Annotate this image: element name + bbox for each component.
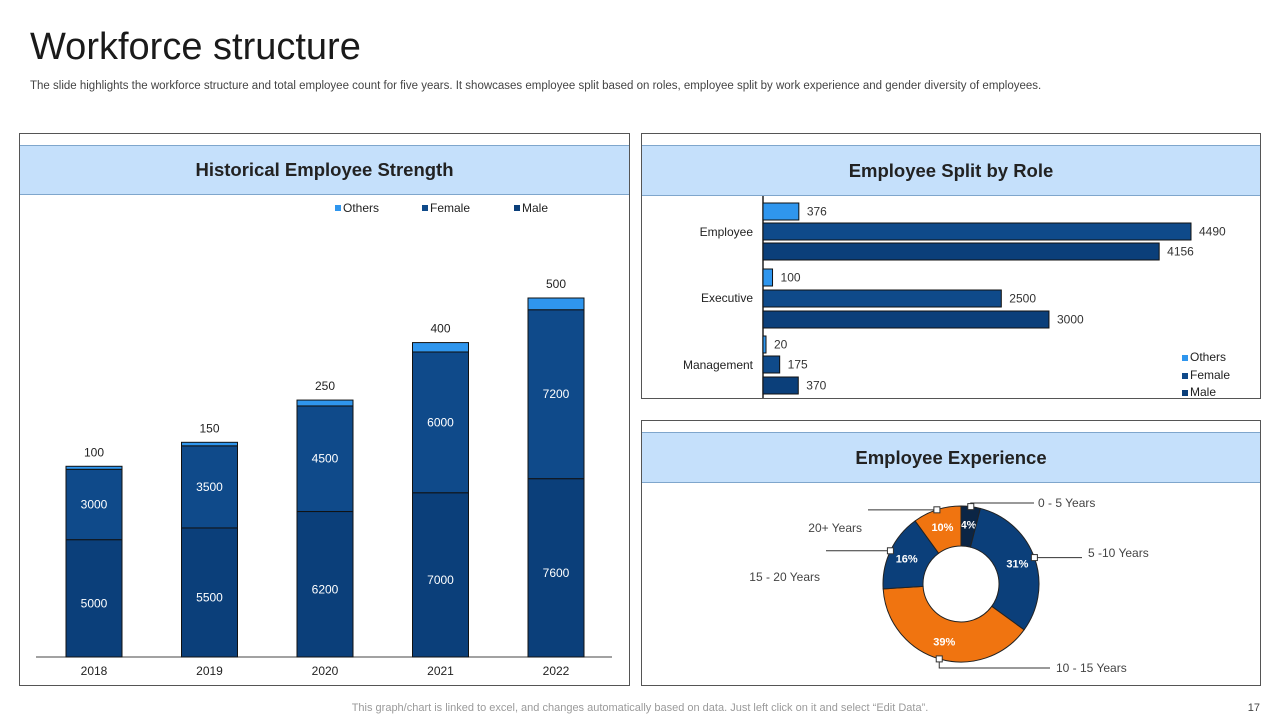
page-number: 17: [1247, 702, 1260, 714]
bar-female-2020: [296, 405, 354, 513]
label-male-2022: 7600: [543, 566, 570, 580]
callout-marker-1: [1030, 554, 1038, 562]
bar-female-employee: [762, 222, 1192, 241]
role-chart: Employee 376 4490 4156 Executive 100 2500 3000 M…: [683, 196, 1230, 398]
page-subtitle: The slide highlights the workforce struc…: [30, 80, 1042, 92]
bar-male-2021: [412, 492, 469, 658]
legend-swatch-male: [514, 205, 520, 211]
donut-slice-1: [969, 507, 1040, 631]
bar-others-2019: [181, 441, 238, 447]
x-tick-2019: 2019: [196, 664, 223, 678]
label-others-2020: 250: [315, 379, 335, 393]
legend-swatch-others: [1182, 355, 1188, 361]
callout-label-1: 5 -10 Years: [1088, 546, 1149, 560]
footer-note: This graph/chart is linked to excel, and…: [351, 702, 929, 714]
label-male-2019: 5500: [196, 590, 223, 604]
callout-marker-2: [935, 655, 943, 663]
callout-label-0: 0 - 5 Years: [1038, 496, 1095, 510]
bar-female-executive: [762, 289, 1002, 308]
x-tick-2018: 2018: [81, 664, 108, 678]
bar-others-executive: [762, 268, 774, 287]
label-female-2019: 3500: [196, 480, 223, 494]
x-tick-2021: 2021: [427, 664, 454, 678]
label-male-executive: 3000: [1057, 313, 1084, 327]
page-title: Workforce structure: [30, 26, 361, 68]
donut-value-2: 39%: [933, 637, 955, 649]
historical-panel: Historical Employee Strength 5000 3000 100…: [19, 133, 630, 686]
label-others-employee: 376: [807, 205, 827, 219]
label-male-2020: 6200: [312, 582, 339, 596]
y-tick-executive: Executive: [701, 291, 753, 305]
bar-female-management: [762, 355, 781, 374]
bar-female-2021: [412, 351, 469, 494]
label-others-2019: 150: [199, 421, 219, 435]
historical-chart: 5000 3000 100 2018 5500 3500 150 2019 6200 4500 25…: [36, 201, 612, 678]
experience-chart: 4% 31% 39% 16% 10% 0 - 5 Years 5 -10 Years 10 -…: [749, 496, 1149, 675]
callout-marker-0: [967, 503, 975, 511]
legend-swatch-male: [1182, 390, 1188, 396]
donut-value-3: 16%: [896, 553, 918, 565]
bar-others-2022: [527, 297, 585, 311]
label-female-employee: 4490: [1199, 225, 1226, 239]
callout-label-2: 10 - 15 Years: [1056, 661, 1127, 675]
legend-swatch-others: [335, 205, 341, 211]
bar-female-2018: [65, 468, 123, 541]
role-panel: Employee Split by Role Employee 376 4490 41…: [641, 133, 1261, 399]
label-female-2022: 7200: [543, 387, 570, 401]
legend-label-female: Female: [430, 201, 470, 215]
bar-others-2021: [412, 342, 469, 353]
donut-slice-4: [914, 505, 962, 554]
label-others-management: 20: [774, 338, 788, 352]
bar-others-employee: [762, 202, 800, 221]
bar-male-2019: [181, 527, 238, 658]
callout-marker-4: [933, 506, 941, 514]
donut-value-0: 4%: [961, 519, 977, 531]
bar-others-management: [762, 335, 767, 354]
legend-swatch-female: [1182, 373, 1188, 379]
callout-marker-3: [886, 547, 894, 555]
legend-label-others: Others: [343, 201, 379, 215]
label-female-management: 175: [788, 358, 808, 372]
label-female-2018: 3000: [81, 497, 108, 511]
legend-label-female: Female: [1190, 368, 1230, 382]
label-others-2022: 500: [546, 277, 566, 291]
label-others-executive: 100: [781, 271, 801, 285]
label-male-management: 370: [806, 379, 826, 393]
callout-label-3: 15 - 20 Years: [749, 570, 820, 584]
label-others-2021: 400: [430, 322, 450, 336]
donut-value-1: 31%: [1006, 559, 1028, 571]
experience-panel-title: Employee Experience: [642, 432, 1260, 483]
donut-slice-2: [882, 585, 1025, 663]
donut-value-4: 10%: [931, 522, 953, 534]
legend-swatch-female: [422, 205, 428, 211]
bar-female-2022: [527, 309, 585, 480]
x-tick-2022: 2022: [543, 664, 570, 678]
label-male-employee: 4156: [1167, 245, 1194, 259]
label-others-2018: 100: [84, 445, 104, 459]
label-female-2021: 6000: [427, 415, 454, 429]
legend-label-male: Male: [522, 201, 548, 215]
y-tick-management: Management: [683, 358, 754, 372]
y-tick-employee: Employee: [700, 225, 754, 239]
legend-label-others: Others: [1190, 350, 1226, 364]
bar-others-2020: [296, 399, 354, 407]
callout-line-0: [970, 502, 1034, 507]
historical-panel-title: Historical Employee Strength: [20, 145, 629, 195]
label-male-2018: 5000: [81, 596, 108, 610]
bar-others-2018: [65, 465, 123, 470]
label-female-2020: 4500: [312, 452, 339, 466]
label-male-2021: 7000: [427, 573, 454, 587]
x-tick-2020: 2020: [312, 664, 339, 678]
bar-female-2019: [181, 445, 238, 529]
legend-label-male: Male: [1190, 385, 1216, 398]
bar-male-management: [762, 376, 799, 395]
label-female-executive: 2500: [1009, 292, 1036, 306]
callout-label-4: 20+ Years: [808, 521, 862, 535]
bar-male-2020: [296, 511, 354, 658]
bar-male-executive: [762, 310, 1050, 329]
experience-panel: Employee Experience 4% 31% 39% 16% 10% 0 - 5 …: [641, 420, 1261, 686]
bar-male-employee: [762, 242, 1160, 261]
role-panel-title: Employee Split by Role: [642, 145, 1260, 196]
